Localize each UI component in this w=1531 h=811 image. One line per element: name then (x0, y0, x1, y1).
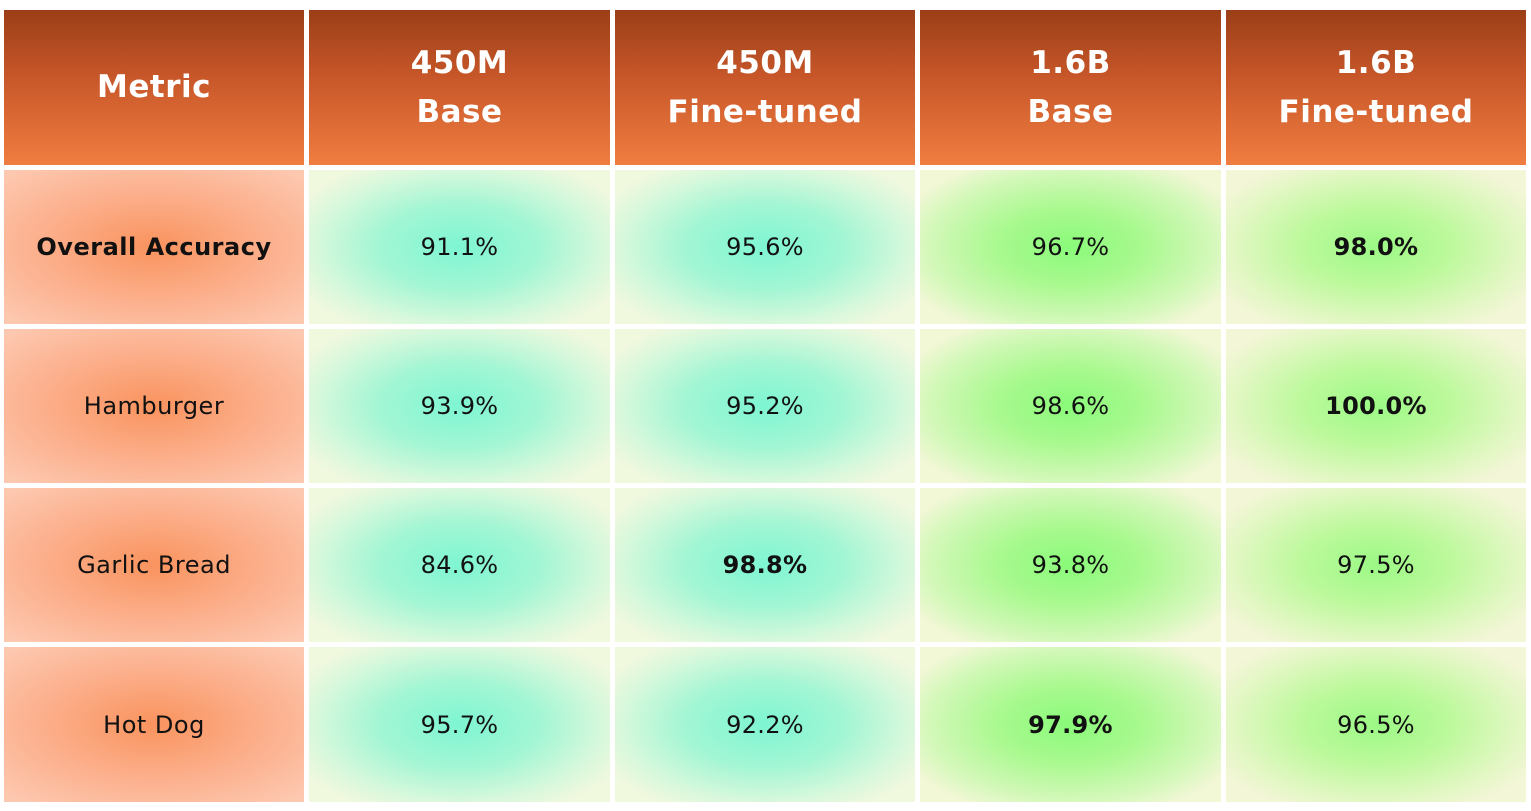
header-450m-base-line2: Base (416, 93, 503, 130)
header-metric-label: Metric (97, 69, 211, 105)
row-label-garlic-bread: Garlic Bread (4, 488, 304, 642)
cell-hamburger-1-6b-finetuned: 100.0% (1226, 329, 1526, 483)
cell-hotdog-1-6b-base: 97.9% (920, 647, 1221, 802)
header-1-6b-finetuned-line2: Fine-tuned (1278, 93, 1474, 130)
cell-garlic-1-6b-finetuned: 97.5% (1226, 488, 1526, 642)
row-label-overall-accuracy: Overall Accuracy (4, 170, 304, 324)
cell-hamburger-450m-finetuned: 95.2% (615, 329, 915, 483)
header-1-6b-base-line2: Base (1027, 93, 1114, 130)
header-1-6b-finetuned: 1.6B Fine-tuned (1226, 10, 1526, 165)
cell-hotdog-450m-base: 95.7% (309, 647, 610, 802)
cell-overall-450m-finetuned: 95.6% (615, 170, 915, 324)
header-450m-base-line1: 450M (410, 44, 509, 81)
header-1-6b-finetuned-line1: 1.6B (1335, 44, 1417, 81)
cell-hamburger-450m-base: 93.9% (309, 329, 610, 483)
header-450m-finetuned-line1: 450M (716, 44, 814, 81)
cell-hamburger-1-6b-base: 98.6% (920, 329, 1221, 483)
cell-garlic-1-6b-base: 93.8% (920, 488, 1221, 642)
cell-overall-1-6b-base: 96.7% (920, 170, 1221, 324)
cell-garlic-450m-finetuned: 98.8% (615, 488, 915, 642)
header-1-6b-base: 1.6B Base (920, 10, 1221, 165)
cell-garlic-450m-base: 84.6% (309, 488, 610, 642)
header-450m-base: 450M Base (309, 10, 610, 165)
row-label-hot-dog: Hot Dog (4, 647, 304, 802)
cell-overall-1-6b-finetuned: 98.0% (1226, 170, 1526, 324)
header-metric: Metric (4, 10, 304, 165)
cell-hotdog-450m-finetuned: 92.2% (615, 647, 915, 802)
cell-hotdog-1-6b-finetuned: 96.5% (1226, 647, 1526, 802)
header-450m-finetuned: 450M Fine-tuned (615, 10, 915, 165)
header-1-6b-base-line1: 1.6B (1030, 44, 1111, 81)
row-label-hamburger: Hamburger (4, 329, 304, 483)
cell-overall-450m-base: 91.1% (309, 170, 610, 324)
header-450m-finetuned-line2: Fine-tuned (667, 93, 863, 130)
